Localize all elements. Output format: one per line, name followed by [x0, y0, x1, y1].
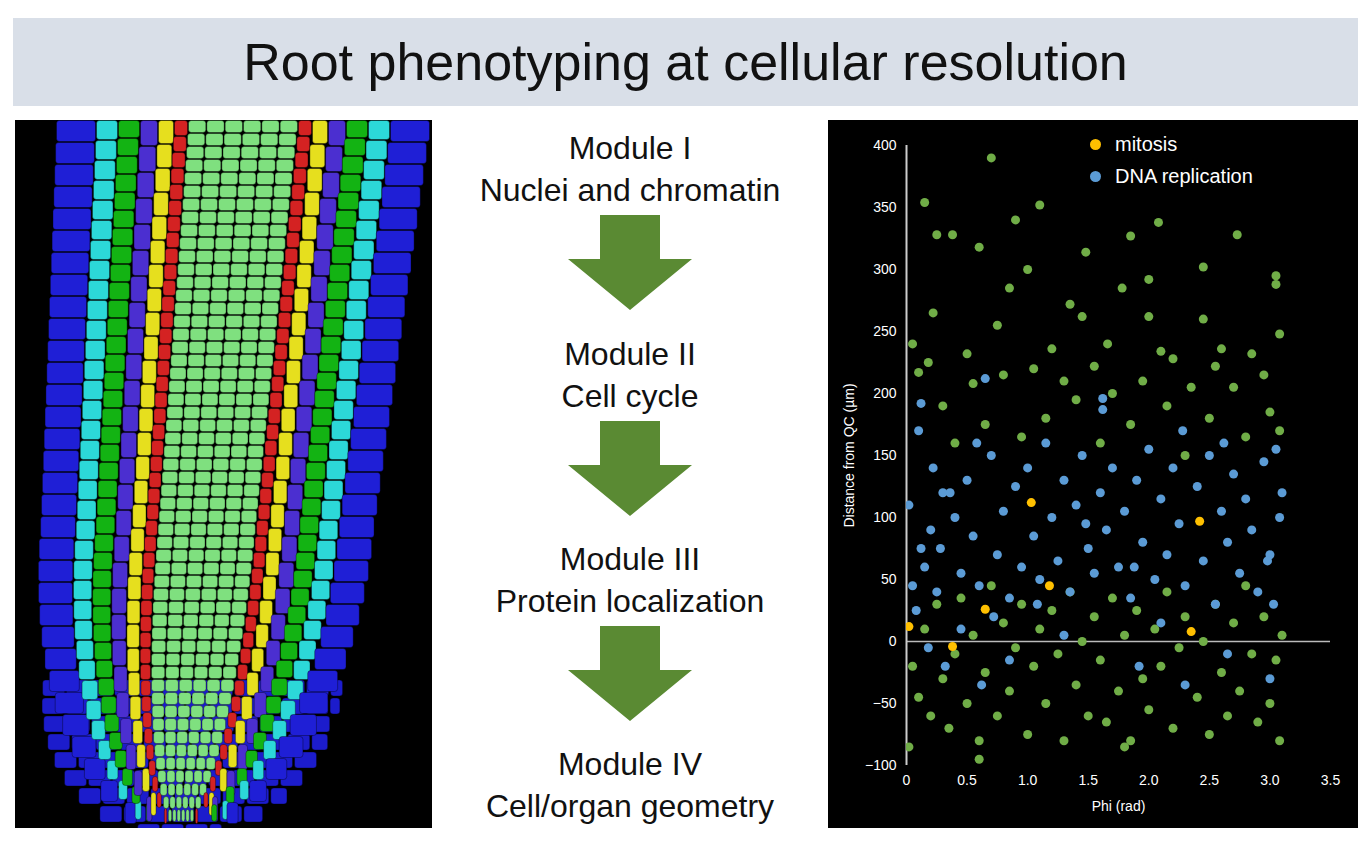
svg-text:400: 400	[873, 137, 897, 153]
svg-text:350: 350	[873, 199, 897, 215]
html-text:Nuclei and chromatin: Nuclei and chromatin	[479, 172, 781, 208]
svg-text:250: 250	[873, 323, 897, 339]
svg-text:Phi (rad): Phi (rad)	[1092, 798, 1146, 814]
html-text:DNA replication: DNA replication	[1115, 165, 1253, 187]
html-text:mitosis: mitosis	[1115, 133, 1178, 155]
svg-text:0: 0	[903, 772, 911, 788]
html-text:Cell/organ geometry: Cell/organ geometry	[485, 788, 775, 824]
svg-text:150: 150	[873, 447, 897, 463]
svg-text:0: 0	[889, 633, 897, 649]
html-text:Cell cycle: Cell cycle	[561, 378, 699, 414]
svg-text:−50: −50	[873, 695, 897, 711]
svg-text:1.5: 1.5	[1078, 772, 1098, 788]
svg-text:3.0: 3.0	[1260, 772, 1280, 788]
svg-text:3.5: 3.5	[1321, 772, 1341, 788]
svg-text:0.5: 0.5	[957, 772, 977, 788]
svg-text:−100: −100	[865, 757, 897, 773]
svg-text:1.0: 1.0	[1018, 772, 1038, 788]
html-text:Module IV: Module IV	[558, 746, 702, 782]
svg-text:Distance from QC (µm): Distance from QC (µm)	[841, 383, 857, 527]
svg-text:50: 50	[881, 571, 897, 587]
svg-text:300: 300	[873, 261, 897, 277]
svg-text:2.0: 2.0	[1139, 772, 1159, 788]
html-text:Module I: Module I	[568, 130, 692, 166]
svg-text:100: 100	[873, 509, 897, 525]
svg-text:200: 200	[873, 385, 897, 401]
html-text:Module III: Module III	[559, 541, 701, 577]
svg-text:2.5: 2.5	[1200, 772, 1220, 788]
html-text:Root phenotyping at cellular r: Root phenotyping at cellular resolution	[243, 33, 1128, 91]
html-text:Protein localization: Protein localization	[495, 583, 765, 619]
html-text:Module II: Module II	[564, 336, 696, 372]
